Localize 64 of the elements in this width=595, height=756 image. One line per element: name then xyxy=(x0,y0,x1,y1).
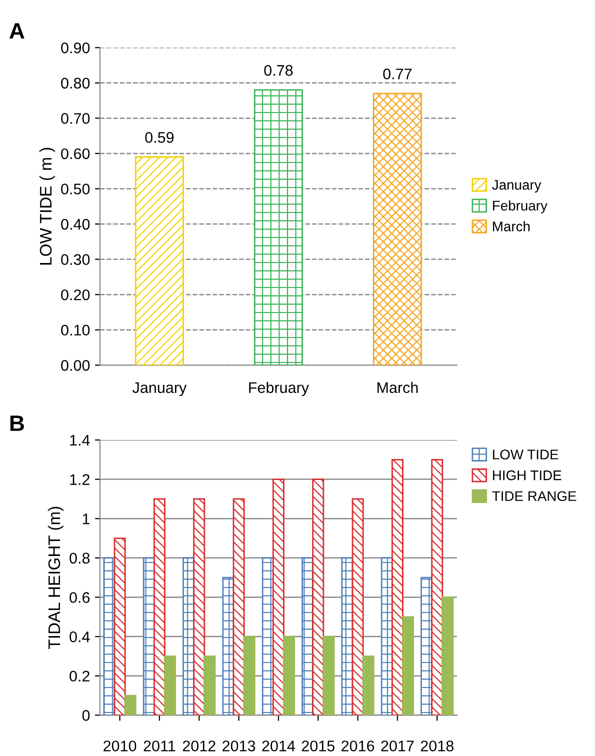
bar xyxy=(243,636,256,716)
legend-label: February xyxy=(493,200,548,214)
x-tick-label: February xyxy=(249,382,309,396)
chart-title: B xyxy=(10,416,24,431)
y-tick-label: 1.4 xyxy=(70,435,90,446)
x-tick-label: 2018 xyxy=(420,740,454,752)
data-label: 0.77 xyxy=(383,68,412,80)
bar xyxy=(124,694,136,716)
bar xyxy=(114,538,126,716)
x-tick-label: 2016 xyxy=(342,740,374,752)
x-tick-label: 2014 xyxy=(262,740,296,752)
y-tick-label: 0 xyxy=(82,710,90,721)
legend-label: HIGH TIDE xyxy=(493,470,562,480)
bar xyxy=(153,498,166,716)
x-tick-label: January xyxy=(132,382,187,396)
y-axis-title: TIDAL HEIGHT (m) xyxy=(48,506,64,649)
bar xyxy=(164,656,176,716)
y-tick-label: 0.70 xyxy=(61,113,90,124)
y-tick-label: 0.50 xyxy=(61,184,90,194)
y-axis-title: LOW TIDE ( m ) xyxy=(39,148,55,265)
y-tick-label: 1 xyxy=(82,514,90,524)
y-tick-label: 0.6 xyxy=(70,592,90,603)
bar xyxy=(204,656,216,716)
data-label: 0.78 xyxy=(264,65,293,76)
y-tick-label: 0.90 xyxy=(61,42,90,54)
x-tick-label: 2010 xyxy=(104,740,136,752)
x-tick-label: 2015 xyxy=(302,740,334,752)
y-tick-label: 0.60 xyxy=(61,148,90,160)
x-tick-label: 2013 xyxy=(222,740,256,752)
x-tick-label: 2012 xyxy=(182,740,216,752)
legend-label: January xyxy=(492,180,542,193)
y-tick-label: 0.10 xyxy=(61,324,90,336)
x-tick-label: 2011 xyxy=(144,740,176,752)
data-label: 0.59 xyxy=(145,132,174,143)
y-tick-label: 0.2 xyxy=(70,670,90,682)
legend-label: March xyxy=(493,221,530,232)
bar xyxy=(232,498,245,716)
y-tick-label: 0.40 xyxy=(61,218,90,230)
y-tick-label: 0.30 xyxy=(61,254,90,265)
bar xyxy=(352,498,364,716)
y-tick-label: 1.2 xyxy=(70,474,90,485)
bar xyxy=(103,557,116,716)
y-tick-label: 0.4 xyxy=(70,631,90,642)
chart-title: A xyxy=(9,23,24,39)
bar xyxy=(193,498,206,716)
bar xyxy=(283,636,296,716)
legend-label: LOW TIDE xyxy=(493,450,558,460)
bar xyxy=(272,478,284,716)
bar xyxy=(402,616,414,716)
y-tick-label: 0.8 xyxy=(70,552,90,564)
bar xyxy=(431,458,444,716)
x-tick-label: March xyxy=(377,382,418,394)
bar xyxy=(312,478,324,716)
bar xyxy=(222,576,234,716)
bar xyxy=(362,656,374,716)
y-tick-label: 0.80 xyxy=(61,78,90,89)
y-tick-label: 0.00 xyxy=(61,360,90,371)
y-tick-label: 0.20 xyxy=(61,289,90,300)
bar xyxy=(322,636,335,716)
legend-label: TIDE RANGE xyxy=(492,491,576,502)
bar xyxy=(442,596,454,716)
bar xyxy=(341,557,354,716)
x-tick-label: 2017 xyxy=(381,740,414,752)
bar xyxy=(391,458,404,716)
